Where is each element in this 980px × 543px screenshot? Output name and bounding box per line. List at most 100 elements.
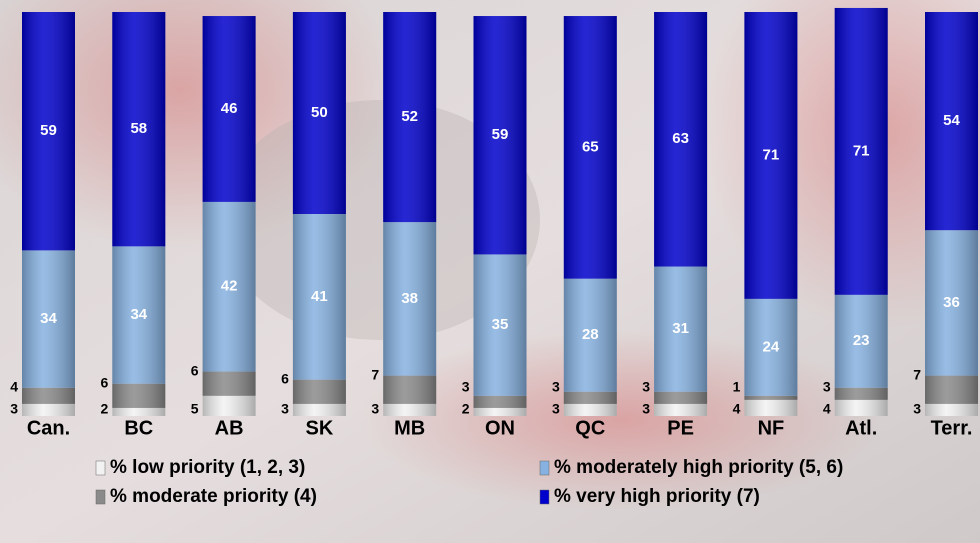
x-tick-label: Can.	[27, 417, 70, 439]
value-label: 24	[763, 338, 780, 355]
legend-swatch	[95, 489, 106, 505]
value-label: 54	[943, 112, 960, 129]
bar-shading	[834, 387, 888, 400]
value-label: 3	[642, 379, 650, 395]
bar-shading	[563, 391, 617, 404]
bar-shading	[22, 250, 75, 388]
value-label: 6	[191, 362, 199, 378]
value-label: 4	[10, 378, 18, 394]
value-label: 1	[733, 379, 741, 395]
value-label: 41	[311, 288, 328, 305]
value-label: 50	[311, 104, 328, 121]
value-label: 23	[853, 332, 870, 349]
value-label: 58	[130, 120, 147, 137]
value-label: 2	[462, 401, 470, 417]
value-label: 71	[763, 146, 780, 163]
value-label: 7	[371, 366, 379, 382]
x-tick-label: Terr.	[931, 417, 973, 439]
bar-shading	[202, 201, 256, 372]
bar-shading	[112, 12, 166, 247]
x-tick-label: QC	[575, 417, 605, 439]
value-label: 5	[191, 401, 199, 417]
x-tick-label: Atl.	[845, 417, 877, 439]
bar-shading	[473, 407, 527, 416]
bar-shading	[654, 266, 708, 392]
value-label: 3	[913, 401, 921, 417]
bar-shading	[925, 12, 978, 231]
bar-shading	[834, 7, 888, 295]
bar-shading	[22, 387, 75, 404]
value-label: 3	[642, 401, 650, 417]
value-label: 4	[823, 401, 831, 417]
bar-shading	[834, 399, 888, 416]
value-label: 36	[943, 294, 960, 311]
legend-label: % very high priority (7)	[554, 486, 760, 507]
x-tick-label: MB	[394, 417, 425, 439]
x-tick-label: NF	[758, 417, 785, 439]
value-label: 63	[672, 130, 689, 147]
value-label: 2	[101, 401, 109, 417]
value-label: 65	[582, 138, 599, 155]
legend-label: % moderate priority (4)	[110, 486, 317, 507]
x-tick-label: AB	[215, 417, 244, 439]
legend-label: % low priority (1, 2, 3)	[110, 457, 305, 478]
background-photo	[360, 330, 880, 510]
value-label: 59	[40, 122, 57, 139]
x-tick-label: SK	[306, 417, 334, 439]
bar-shading	[202, 395, 256, 416]
value-label: 6	[101, 374, 109, 390]
legend-label: % moderately high priority (5, 6)	[554, 457, 843, 478]
value-label: 42	[221, 278, 238, 295]
value-label: 4	[733, 401, 741, 417]
value-label: 52	[401, 108, 418, 125]
bar-shading	[473, 16, 527, 255]
bar-shading	[744, 399, 798, 416]
bar-shading	[292, 403, 346, 416]
value-label: 38	[401, 290, 418, 307]
value-label: 46	[221, 100, 238, 117]
legend-swatch	[539, 460, 550, 476]
value-label: 34	[130, 306, 147, 323]
bar-shading	[654, 403, 708, 416]
bar-shading	[383, 12, 437, 223]
value-label: 3	[10, 401, 18, 417]
bar-shading	[473, 395, 527, 408]
bar-shading	[292, 379, 346, 404]
value-label: 3	[371, 401, 379, 417]
bar-shading	[112, 246, 166, 384]
legend-swatch	[539, 489, 550, 505]
bar-shading	[383, 222, 437, 376]
x-tick-label: PE	[667, 417, 694, 439]
bar-shading	[292, 12, 346, 214]
bar-shading	[744, 12, 798, 299]
bar-shading	[563, 16, 617, 279]
value-label: 3	[552, 401, 560, 417]
value-label: 59	[492, 126, 509, 143]
value-label: 6	[281, 370, 289, 386]
bar-shading	[112, 383, 166, 408]
bar-shading	[925, 230, 978, 376]
legend-swatch	[95, 460, 106, 476]
bar-shading	[744, 395, 798, 400]
bar-shading	[22, 12, 75, 251]
value-label: 3	[552, 379, 560, 395]
x-tick-label: ON	[485, 417, 515, 439]
x-tick-label: BC	[124, 417, 153, 439]
value-label: 34	[40, 310, 57, 327]
value-label: 3	[462, 379, 470, 395]
value-label: 71	[853, 142, 870, 159]
bar-shading	[563, 278, 617, 392]
bar-shading	[925, 375, 978, 404]
bar-shading	[563, 403, 617, 416]
bar-shading	[383, 375, 437, 404]
bar-shading	[112, 407, 166, 416]
bar-shading	[654, 391, 708, 404]
bar-shading	[202, 16, 256, 202]
value-label: 3	[823, 378, 831, 394]
bar-shading	[22, 403, 75, 416]
bar-shading	[292, 214, 346, 380]
bar-shading	[834, 294, 888, 388]
bar-shading	[654, 12, 708, 267]
value-label: 35	[492, 316, 509, 333]
